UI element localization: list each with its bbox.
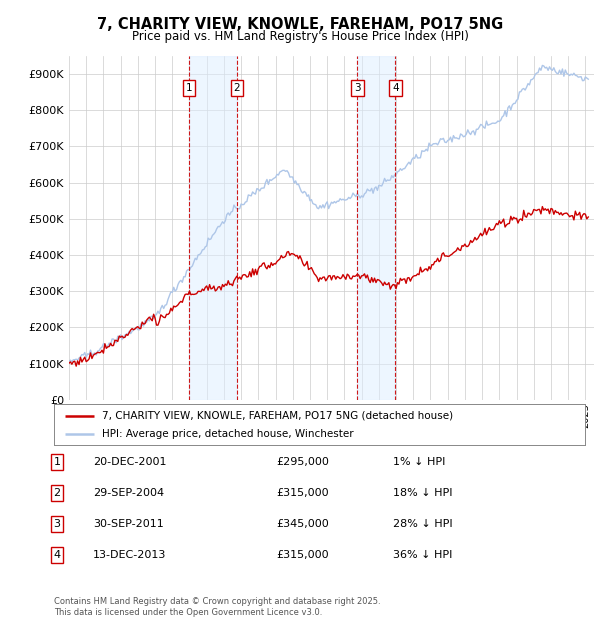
Text: 4: 4 <box>392 84 398 94</box>
Text: £345,000: £345,000 <box>276 519 329 529</box>
Text: 20-DEC-2001: 20-DEC-2001 <box>93 457 167 467</box>
Text: 30-SEP-2011: 30-SEP-2011 <box>93 519 164 529</box>
Text: HPI: Average price, detached house, Winchester: HPI: Average price, detached house, Winc… <box>102 430 353 440</box>
Text: 4: 4 <box>53 550 61 560</box>
Text: 2: 2 <box>233 84 240 94</box>
Text: 1: 1 <box>185 84 192 94</box>
Text: 3: 3 <box>354 84 361 94</box>
Text: Contains HM Land Registry data © Crown copyright and database right 2025.
This d: Contains HM Land Registry data © Crown c… <box>54 598 380 617</box>
Text: 7, CHARITY VIEW, KNOWLE, FAREHAM, PO17 5NG: 7, CHARITY VIEW, KNOWLE, FAREHAM, PO17 5… <box>97 17 503 32</box>
Bar <box>358 56 395 400</box>
Text: 36% ↓ HPI: 36% ↓ HPI <box>393 550 452 560</box>
Text: £295,000: £295,000 <box>276 457 329 467</box>
Text: Price paid vs. HM Land Registry's House Price Index (HPI): Price paid vs. HM Land Registry's House … <box>131 30 469 43</box>
Text: 2: 2 <box>53 488 61 498</box>
Text: 29-SEP-2004: 29-SEP-2004 <box>93 488 164 498</box>
Text: 28% ↓ HPI: 28% ↓ HPI <box>393 519 452 529</box>
Text: 7, CHARITY VIEW, KNOWLE, FAREHAM, PO17 5NG (detached house): 7, CHARITY VIEW, KNOWLE, FAREHAM, PO17 5… <box>102 410 453 420</box>
Text: 3: 3 <box>53 519 61 529</box>
Text: 1% ↓ HPI: 1% ↓ HPI <box>393 457 445 467</box>
Text: 1: 1 <box>53 457 61 467</box>
Bar <box>189 56 237 400</box>
Text: £315,000: £315,000 <box>276 550 329 560</box>
Text: 18% ↓ HPI: 18% ↓ HPI <box>393 488 452 498</box>
Text: 13-DEC-2013: 13-DEC-2013 <box>93 550 166 560</box>
Text: £315,000: £315,000 <box>276 488 329 498</box>
